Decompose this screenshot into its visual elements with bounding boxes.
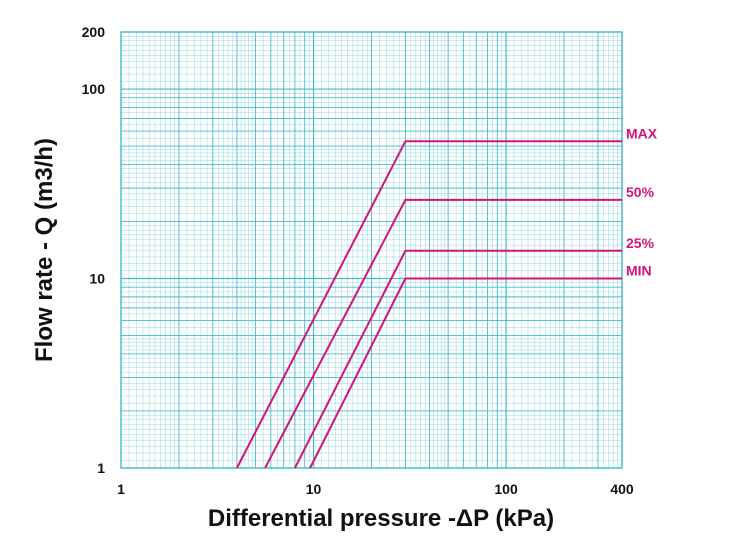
series-line-50pct [264, 198, 622, 469]
series-label: 25% [626, 235, 655, 251]
tick-labels: 1 10 100 400 1 10 100 200 [82, 24, 634, 497]
series-line-max [236, 140, 622, 469]
chart-series [236, 140, 622, 469]
y-tick-label: 100 [82, 81, 106, 97]
x-tick-label: 1 [117, 481, 125, 497]
y-tick-label: 1 [97, 460, 105, 476]
series-label: MIN [626, 263, 652, 279]
series-label: MAX [626, 125, 658, 141]
y-tick-label: 200 [82, 24, 106, 40]
series-line-min [309, 277, 622, 469]
series-labels: MAX 50% 25% MIN [626, 125, 658, 278]
x-tick-label: 400 [610, 481, 634, 497]
series-line-25pct [294, 249, 622, 469]
x-axis-title: Differential pressure -ΔP (kPa) [208, 505, 554, 532]
y-axis-title: Flow rate - Q (m3/h) [31, 138, 58, 362]
series-label: 50% [626, 184, 655, 200]
x-tick-label: 10 [306, 481, 322, 497]
x-tick-label: 100 [494, 481, 518, 497]
y-tick-label: 10 [89, 271, 105, 287]
